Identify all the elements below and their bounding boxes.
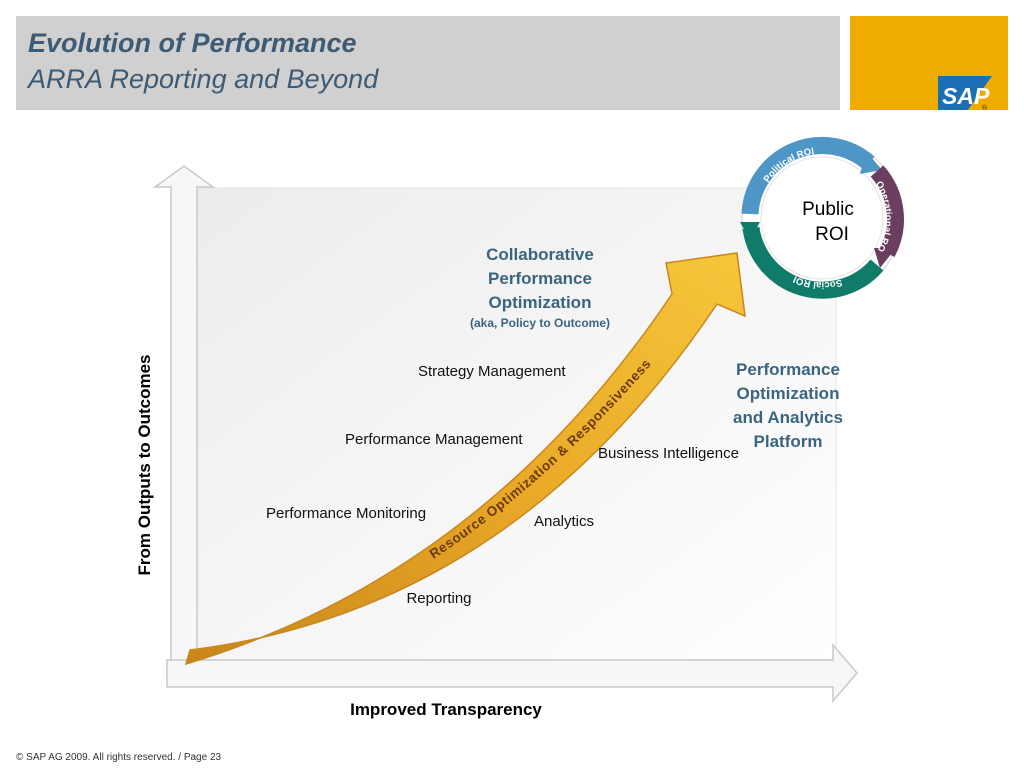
registered-mark: ® <box>982 104 988 110</box>
brand-logo-area: SAP ® <box>850 16 1008 112</box>
collaborative-note: (aka, Policy to Outcome) <box>469 316 611 330</box>
political-roi-segment <box>741 137 875 215</box>
reporting-label: Reporting <box>406 590 472 607</box>
sap-logo: SAP ® <box>938 76 992 112</box>
platform-heading-line-2: Optimization <box>736 384 840 403</box>
sap-logo-text: SAP <box>942 83 990 109</box>
platform-heading-line-3: and Analytics <box>733 408 843 427</box>
analytics-label: Analytics <box>533 513 595 530</box>
platform-heading-line-4: Platform <box>753 432 823 451</box>
footer-copyright: © SAP AG 2009. All rights reserved. / Pa… <box>16 752 222 763</box>
strategy-management-label: Strategy Management <box>418 363 566 380</box>
roi-cycle <box>740 137 904 299</box>
performance-monitoring-label: Performance Monitoring <box>266 505 427 522</box>
x-axis-label: Improved Transparency <box>350 700 542 719</box>
performance-management-label: Performance Management <box>345 431 523 448</box>
platform-heading: Performance Optimization and Analytics P… <box>698 358 878 454</box>
platform-heading-line-1: Performance <box>736 360 840 379</box>
collaborative-heading: Collaborative Performance Optimization <box>440 243 640 315</box>
public-roi-line-2: ROI <box>815 224 849 245</box>
page-subtitle: ARRA Reporting and Beyond <box>28 64 379 94</box>
operational-roi-segment <box>870 165 904 257</box>
x-axis-arrow <box>166 642 858 704</box>
collaborative-heading-line-2: Performance <box>488 269 592 288</box>
business-intelligence-label: Business Intelligence <box>598 445 739 462</box>
social-roi-segment <box>742 226 884 299</box>
page-title: Evolution of Performance <box>28 28 357 58</box>
collaborative-heading-line-1: Collaborative <box>486 245 594 264</box>
public-roi-line-1: Public <box>802 199 854 220</box>
y-axis-arrow <box>152 165 216 681</box>
y-axis-label: From Outputs to Outcomes <box>135 354 154 576</box>
title-bar: Evolution of Performance ARRA Reporting … <box>16 16 840 110</box>
collaborative-heading-line-3: Optimization <box>488 293 592 312</box>
